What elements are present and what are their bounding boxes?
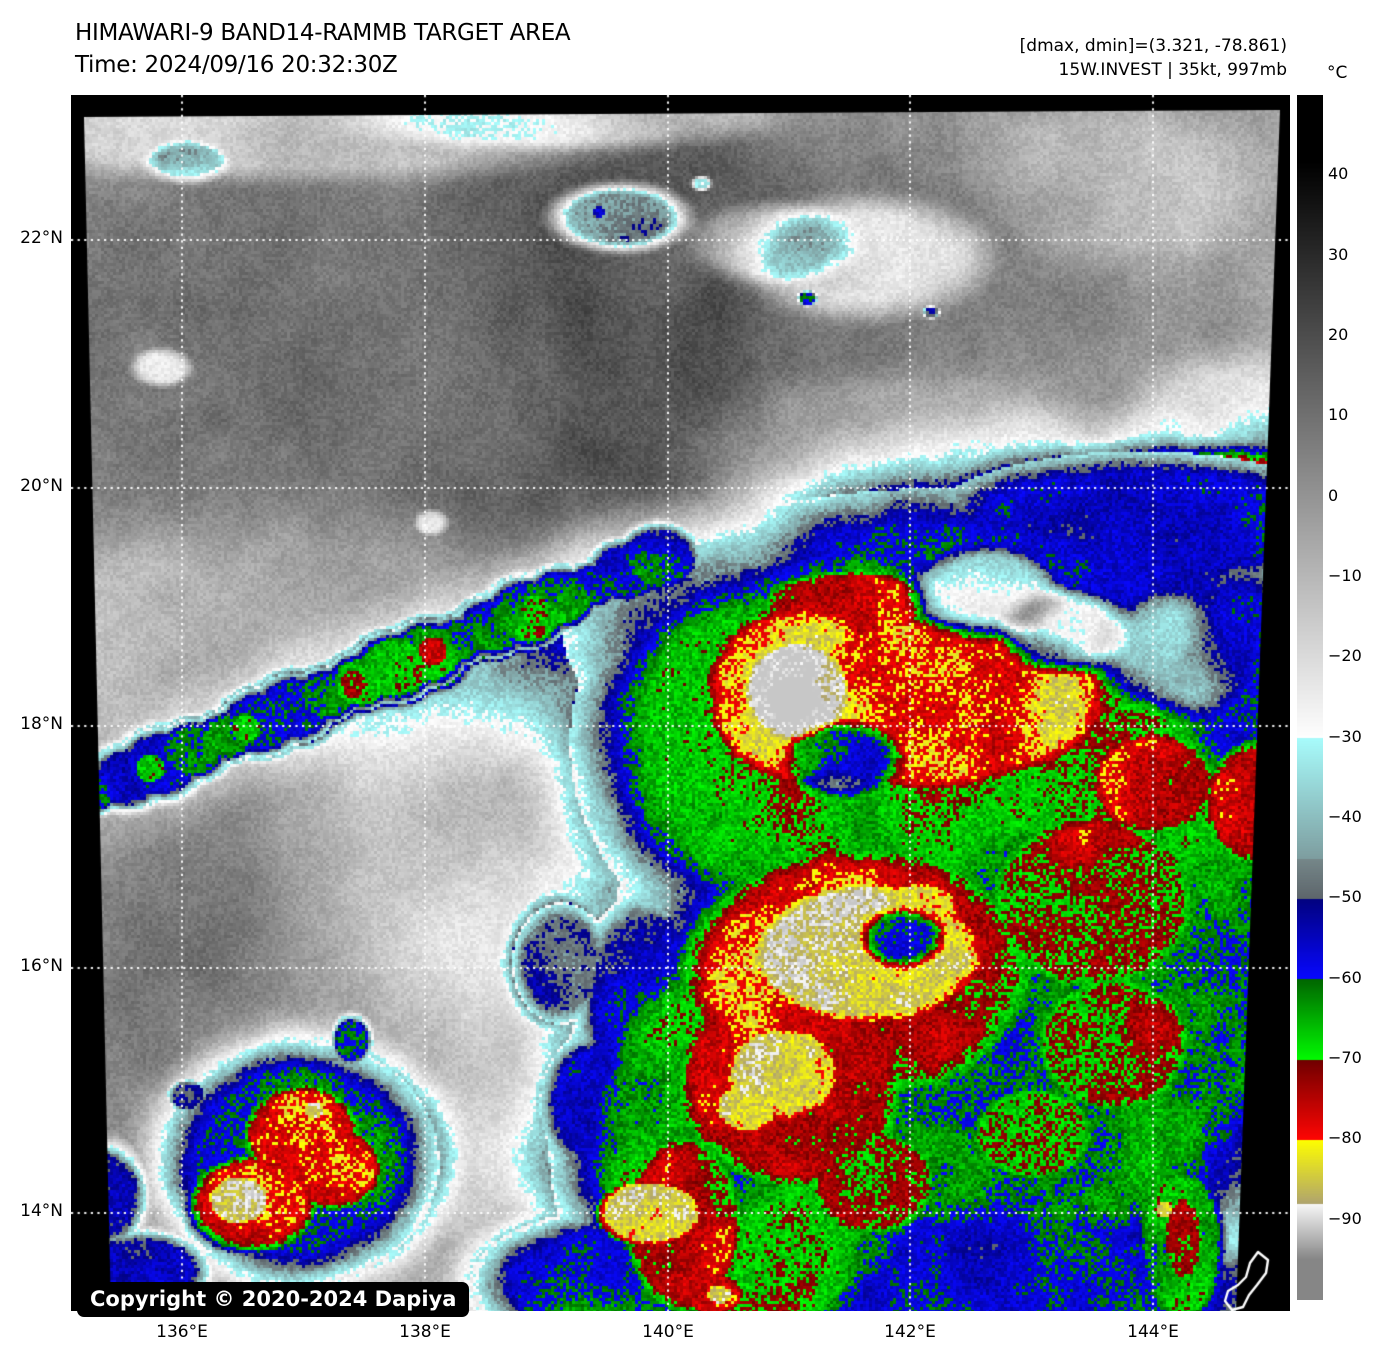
lat-tick-label: 18°N — [20, 714, 63, 734]
colorbar-tick-label: 0 — [1328, 485, 1339, 505]
colorbar-tick-label: 20 — [1328, 325, 1349, 344]
colorbar-gradient — [1297, 95, 1323, 1300]
colorbar-tick-label: 30 — [1328, 244, 1349, 264]
colorbar-tick-label: −30 — [1328, 726, 1362, 746]
colorbar-tick-label: 10 — [1328, 405, 1349, 425]
colorbar-tick-label: −10 — [1328, 566, 1362, 585]
lat-tick-label: 14°N — [20, 1201, 63, 1221]
colorbar-tick-label: −20 — [1328, 646, 1362, 666]
colorbar-tick-label: −40 — [1328, 807, 1362, 826]
page-title: HIMAWARI-9 BAND14-RAMMB TARGET AREA — [75, 20, 571, 46]
lat-tick-label: 16°N — [20, 956, 63, 976]
colorbar-tick-label: −50 — [1328, 887, 1362, 907]
copyright-badge: Copyright © 2020-2024 Dapiya — [77, 1282, 470, 1317]
satellite-imagery-canvas — [71, 95, 1290, 1311]
colorbar-tick-label: 40 — [1328, 164, 1349, 184]
lon-tick-label: 138°E — [399, 1322, 451, 1342]
lat-tick-label: 20°N — [20, 476, 63, 496]
dmax-dmin-readout: [dmax, dmin]=(3.321, -78.861) — [1019, 36, 1287, 56]
colorbar-tick-label: −60 — [1328, 967, 1362, 987]
storm-info: 15W.INVEST | 35kt, 997mb — [1058, 60, 1287, 80]
lon-tick-label: 140°E — [642, 1322, 694, 1342]
lat-tick-label: 22°N — [20, 228, 63, 248]
colorbar-tick-label: −90 — [1328, 1208, 1362, 1228]
timestamp: Time: 2024/09/16 20:32:30Z — [75, 52, 398, 78]
colorbar-unit-label: °C — [1327, 63, 1348, 83]
lon-tick-label: 136°E — [156, 1322, 208, 1342]
lon-tick-label: 144°E — [1127, 1322, 1179, 1342]
colorbar-tick-label: −80 — [1328, 1128, 1362, 1148]
lon-tick-label: 142°E — [884, 1322, 936, 1342]
colorbar-tick-label: −70 — [1328, 1048, 1362, 1067]
